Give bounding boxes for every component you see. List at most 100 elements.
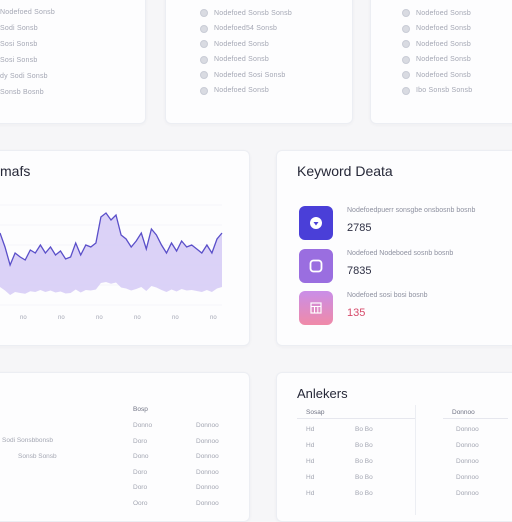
table-cell: Doro [133,468,148,476]
list-item[interactable]: Nodefoed Sonsb [200,40,269,48]
list-item[interactable]: Ibo Sonsb Sonsb [402,86,473,95]
bullet-icon [200,40,208,48]
list-item-label: Nodefoed Sonsb [214,40,269,48]
chart-x-tick-label: no [172,315,179,321]
keyword-item-label: Nodefoedpuerr sonsgbe onsbosnb bosnb [347,207,476,214]
table-cell: Donnoo [456,458,479,465]
keyword-item-label: Nodefoed Nodeboed sosnb bosnb [347,250,454,257]
table-cell: Donno [133,422,153,429]
list-item[interactable]: Nodefoed Sosi Sonsb [200,71,286,79]
top-right-card [370,0,512,124]
chart-x-tick-label: no [210,315,217,321]
top-left-card [0,0,146,124]
chart-series-line [0,212,223,267]
bullet-icon [402,9,410,17]
list-item-label: Nodefoed Sonsb [416,56,471,63]
chart-x-tick-label: no [20,315,27,321]
table-cell: Ooro [133,499,148,507]
keyword-item[interactable]: Nodefoedpuerr sonsgbe onsbosnb bosnb 278… [299,206,475,240]
table-cell: Donnoo [456,426,479,433]
table-cell: Bo Bo [355,490,373,497]
table-cell: Donnoo [196,453,219,460]
list-item-label: Nodefoed Sonsb [416,71,471,79]
bottom-left-col-header: Bosp [133,406,148,413]
list-item[interactable]: Nodefoed Sonsb [402,9,471,17]
table-cell: Donnoo [196,499,219,507]
table-cell: Hd [306,490,315,497]
keyword-item-label: Nodefoed sosi bosi bosnb [347,292,428,299]
list-item-label: Nodefoed Sonsb [416,9,471,17]
table-cell: Bo Bo [355,458,373,465]
top-middle-card [165,0,353,124]
list-item-label: Sosi Sonsb [0,57,38,64]
square-icon [299,249,333,283]
table-cell: Hd [306,442,315,449]
list-item-label: dy Sodi Sonsb [0,73,48,80]
list-item-label: Sonsb Bosnb [0,89,44,96]
bullet-icon [402,24,410,33]
list-item[interactable]: Nodefoed Sonsb Sonsb [200,9,292,17]
list-item-label: Nodefoed Sonsb Sonsb [214,9,292,17]
bullet-icon [200,24,208,33]
list-item[interactable]: Nodefoed Sonsb [200,55,269,64]
list-item[interactable]: Nodefoed Sonsb [200,86,269,95]
list-item[interactable]: Sonsb Bosnb [0,89,44,96]
trend-chart: no no no no no no [0,204,223,321]
list-item-label: Ibo Sonsb Sonsb [416,87,473,94]
table-cell: Donnoo [196,422,219,429]
keyword-item[interactable]: Nodefoed Nodeboed sosnb bosnb 7835 [299,249,453,283]
bullet-icon [402,71,410,79]
bullet-icon [402,55,410,64]
ankers-card-title: Anlekers [297,386,348,401]
list-item-label: Sosi Sonsb [0,41,38,48]
list-item[interactable]: Nodefoed Sonsb [402,24,471,33]
keyword-item[interactable]: Nodefoed sosi bosi bosnb 135 [299,291,428,325]
table-cell: Donnoo [456,490,479,497]
table-cell: Hd [306,458,315,465]
table-cell: Bo Bo [355,442,373,449]
list-item[interactable]: Nodefoed Sonsb [402,71,471,79]
grid-icon [299,291,333,325]
keyword-item-value: 2785 [347,222,372,234]
list-item[interactable]: Nodefoed Sonsb [402,40,471,48]
table-cell: Donnoo [196,484,219,491]
ankers-card [276,372,512,522]
list-item[interactable]: Sodi Sonsb [0,25,38,32]
ankers-divider [297,418,415,419]
bottom-left-side-label: Sonsb Sonsb [18,453,57,460]
list-item[interactable]: dy Sodi Sonsb [0,73,48,80]
list-item-label: Sodi Sonsb [0,25,38,32]
shield-icon [299,206,333,240]
ankers-divider [443,418,508,419]
table-cell: Donnoo [456,442,479,449]
list-item-label: Nodefoed Sonsb [0,9,55,16]
table-cell: Doro [133,437,148,445]
table-cell: Doro [133,484,148,491]
keyword-item-value: 7835 [347,265,372,277]
bullet-icon [402,40,410,48]
chart-x-tick-label: no [58,315,65,321]
bullet-icon [402,86,410,95]
chart-x-tick-label: no [96,315,103,321]
ankers-header: Donnoo [452,409,475,416]
ankers-header: Sosap [306,409,325,416]
bottom-left-side-label: Sodi Sonsbbonsb [2,437,53,444]
table-cell: Hd [306,474,315,481]
bullet-icon [200,9,208,17]
table-cell: Donnoo [196,468,219,476]
table-cell: Donnoo [456,474,479,481]
table-cell: Bo Bo [355,426,373,433]
bullet-icon [200,86,208,95]
ankers-col-divider [415,405,416,515]
list-item[interactable]: Nodefoed Sonsb [0,9,55,16]
list-item[interactable]: Sosi Sonsb [0,41,37,48]
list-item[interactable]: Nodefoed Sonsb [402,55,471,64]
list-item[interactable]: Sosi Sonsb [0,57,37,64]
list-item-label: Nodefoed Sonsb [214,56,269,63]
table-cell: Dono [133,453,149,460]
list-item[interactable]: Nodefoed54 Sonsb [200,24,278,33]
bullet-icon [200,55,208,64]
chart-area [0,213,222,295]
list-item-label: Nodefoed54 Sonsb [214,25,278,32]
keyword-card-title: Keyword Deata [297,163,393,179]
